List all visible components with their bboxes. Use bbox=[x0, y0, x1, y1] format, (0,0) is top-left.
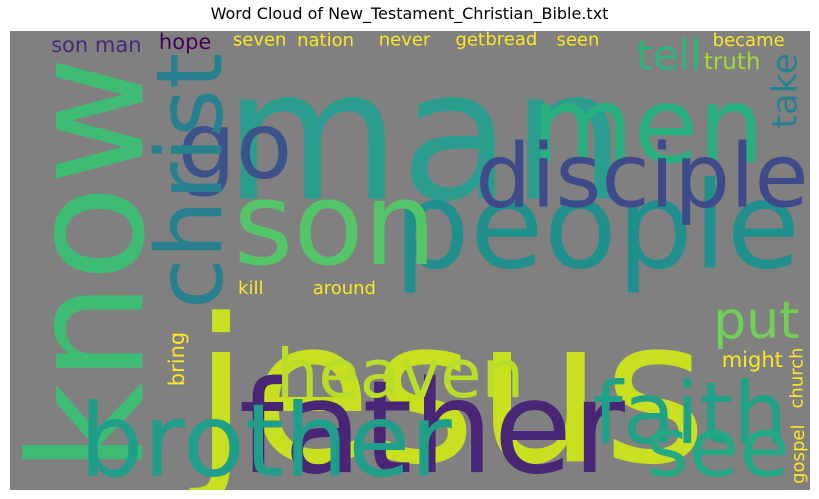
word-church: church bbox=[786, 347, 807, 408]
word-nation: nation bbox=[297, 31, 354, 51]
word-hope: hope bbox=[159, 31, 211, 54]
word-bread: bread bbox=[485, 31, 537, 50]
word-get: get bbox=[455, 31, 485, 51]
word-disciple: disciple bbox=[475, 125, 808, 228]
word-take: take bbox=[766, 53, 806, 129]
cloud-background bbox=[10, 31, 810, 490]
word-brother: brother bbox=[79, 381, 452, 490]
word-might: might bbox=[722, 348, 783, 372]
word-son: son bbox=[233, 158, 436, 292]
word-truth: truth bbox=[704, 49, 761, 75]
word-seven: seven bbox=[233, 31, 287, 50]
word-men: men bbox=[531, 65, 764, 187]
word-people: people bbox=[394, 158, 801, 297]
word-bring: bring bbox=[165, 332, 189, 386]
word-tell: tell bbox=[636, 31, 702, 80]
word-gospel: gospel bbox=[788, 425, 809, 484]
word-kill: kill bbox=[238, 278, 263, 299]
word-became: became bbox=[713, 31, 785, 51]
word-go: go bbox=[178, 93, 293, 200]
word-man: man bbox=[224, 31, 626, 242]
word-never: never bbox=[379, 31, 431, 50]
word-heaven: heaven bbox=[276, 335, 524, 413]
word-jesus: jesus bbox=[189, 276, 707, 490]
word-put: put bbox=[713, 291, 799, 351]
word-see: see bbox=[646, 401, 790, 490]
word-around: around bbox=[313, 278, 376, 299]
word-christ: christ bbox=[137, 53, 244, 309]
word-faith: faith bbox=[592, 364, 787, 464]
chart-title: Word Cloud of New_Testament_Christian_Bi… bbox=[210, 4, 609, 23]
word-know: know bbox=[10, 56, 180, 474]
word-father: father bbox=[239, 354, 626, 490]
word-seen: seen bbox=[556, 31, 599, 51]
word-son-man: son man bbox=[51, 33, 141, 57]
